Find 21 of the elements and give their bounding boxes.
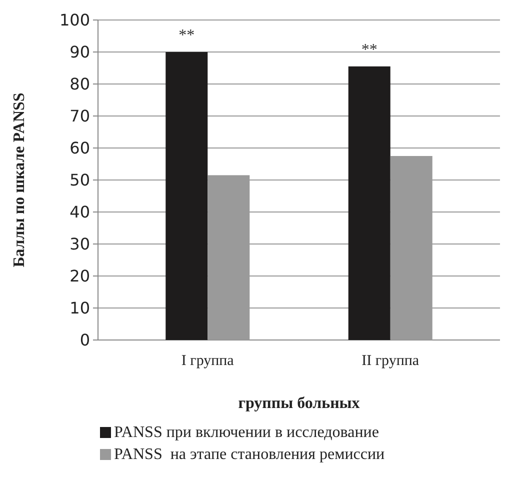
y-tick-label: 50 bbox=[70, 170, 90, 190]
annotation: ** bbox=[361, 41, 378, 58]
y-tick-label: 90 bbox=[70, 42, 90, 62]
bar bbox=[348, 66, 390, 340]
y-tick-label: 80 bbox=[70, 74, 90, 94]
y-tick-label: 60 bbox=[70, 138, 90, 158]
y-tick-label: 10 bbox=[70, 298, 90, 318]
y-tick-label: 70 bbox=[70, 106, 90, 126]
y-tick-label: 0 bbox=[80, 330, 90, 350]
y-tick-label: 40 bbox=[70, 202, 90, 222]
x-tick-label: II группа bbox=[362, 353, 420, 369]
y-tick-label: 30 bbox=[70, 234, 90, 254]
annotation: ** bbox=[178, 27, 195, 44]
bar bbox=[166, 52, 208, 340]
y-tick-label: 100 bbox=[59, 10, 90, 30]
legend-label: PANSS при включении в исследование bbox=[114, 424, 379, 441]
y-axis-title: Баллы по шкале PANSS bbox=[11, 92, 28, 268]
x-axis-title: группы больных bbox=[238, 395, 360, 412]
x-tick-label: I группа bbox=[181, 353, 234, 369]
y-tick-label: 20 bbox=[70, 266, 90, 286]
legend-label: PANSS на этапе становления ремиссии bbox=[114, 446, 386, 463]
